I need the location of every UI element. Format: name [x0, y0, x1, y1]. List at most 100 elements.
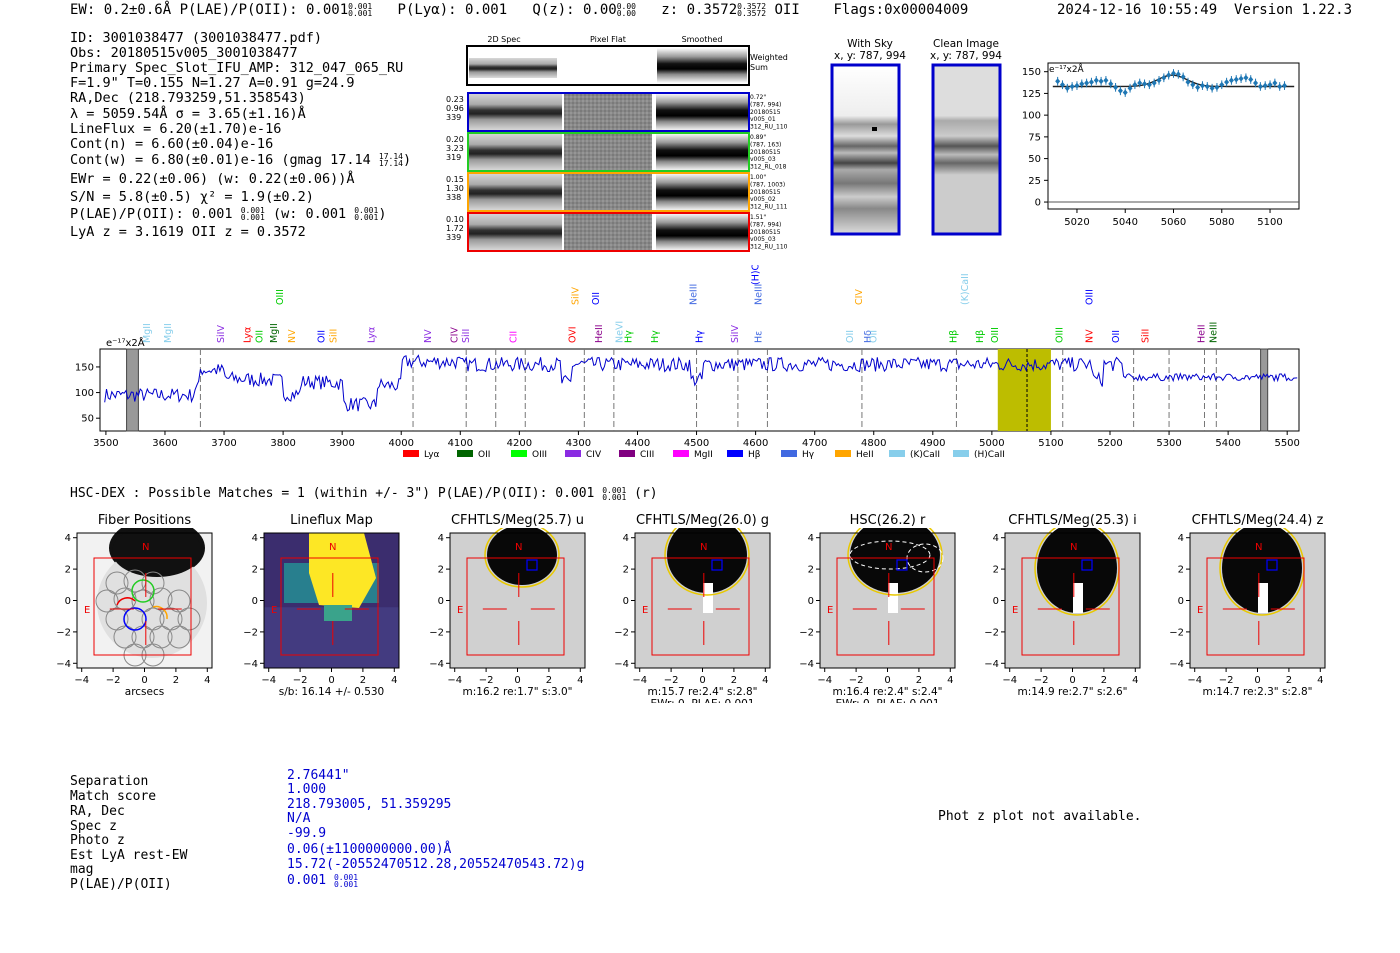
zoom-point	[1064, 85, 1070, 92]
info-contw: Cont(w) = 6.80(±0.01)e-16 (gmag 17.14 17…	[70, 152, 412, 168]
cutout-row-left-label: 339	[446, 113, 461, 122]
panel-y-tick: −4	[1169, 659, 1184, 670]
panel-title: HSC(26.2) r	[849, 513, 926, 528]
cutout-row-right-label: 312_RU_110	[750, 244, 788, 251]
spectrum-x-tick: 4200	[507, 438, 532, 449]
panel-x-tick: −2	[664, 675, 679, 686]
north-label: N	[329, 542, 336, 553]
spectrum-line-label: SiIV	[216, 325, 227, 343]
detail-label: P(LAE)/P(OII)	[70, 877, 172, 892]
cutout-row-right-label: v005_02	[750, 196, 776, 203]
spectrum-x-tick: 5000	[979, 438, 1004, 449]
zoom-y-tick: 25	[1028, 176, 1041, 187]
detail-label: Separation	[70, 774, 149, 789]
cutout-row-left-label: 319	[446, 153, 461, 162]
detail-value: 15.72(-20552470512.28,20552470543.72)g	[287, 857, 585, 872]
east-label: E	[457, 605, 463, 616]
spectrum-y-tick: 150	[75, 362, 94, 373]
panel-y-tick: 4	[252, 533, 258, 544]
spectrum-line-label: OII	[591, 292, 602, 305]
cutout-row-right-label: 312_RL_018	[750, 164, 787, 171]
zoom-point	[1088, 79, 1094, 86]
zoom-point	[1146, 81, 1152, 88]
panel-y-tick: 4	[623, 533, 629, 544]
spectrum-line-label: Hδ	[863, 330, 874, 343]
panel-x-tick: 4	[1132, 675, 1138, 686]
spectrum-line-label: CIV	[854, 289, 865, 305]
legend-label: CIV	[586, 450, 602, 460]
spectrum-line-label: OII	[845, 330, 856, 343]
spectrum-line-label: HeII	[594, 324, 605, 343]
spectrum-line-label: CII	[508, 331, 519, 343]
spectrum-highlight-band	[997, 349, 1051, 431]
panel-subtitle: m:16.2 re:1.7" s:3.0"	[463, 686, 573, 698]
panel-x-tick: 2	[1286, 675, 1292, 686]
panel-y-tick: 4	[993, 533, 999, 544]
cutout-col-title: Pixel Flat	[590, 35, 626, 44]
panel-y-tick: 0	[438, 596, 444, 607]
panel-x-tick: −2	[849, 675, 864, 686]
detail-value: -99.9	[287, 826, 327, 841]
panel-y-tick: 0	[808, 596, 814, 607]
zoom-point	[1127, 85, 1133, 92]
spectrum-line-label: MgII	[142, 323, 153, 343]
panel-title: CFHTLS/Meg(25.7) u	[450, 513, 585, 528]
zoom-point	[1132, 81, 1138, 88]
detail-value: 0.001 0.001 0.001	[287, 872, 359, 889]
zoom-point	[1180, 73, 1186, 80]
header-timestamp: 2024-12-16 10:55:49 Version 1.22.3	[1057, 2, 1353, 18]
spectrum-line-label: OII	[1111, 330, 1122, 343]
zoom-x-tick: 5020	[1064, 217, 1089, 228]
spectrum-line-label: OIII	[275, 289, 286, 305]
panel-y-tick: −4	[614, 659, 629, 670]
detail-value: 0.06(±1100000000.00)Å	[287, 842, 452, 857]
spectrum-x-tick: 4100	[448, 438, 473, 449]
panel-x-tick: −4	[261, 675, 276, 686]
cutout-row-right-label: v005_03	[750, 236, 776, 243]
zoom-point	[1137, 79, 1143, 86]
with-sky-image	[830, 63, 901, 236]
spectrum-line-label: Hε	[754, 331, 765, 343]
panel-y-tick: 0	[65, 596, 71, 607]
spectrum-line-label: OVI	[567, 326, 578, 343]
panel-y-tick: 2	[1178, 565, 1184, 576]
panel-title: CFHTLS/Meg(25.3) i	[1008, 513, 1137, 528]
zoom-point	[1171, 70, 1176, 77]
header-ew-line: EW: 0.2±0.6Å P(LAE)/P(OII): 0.001 0.001 0.…	[70, 2, 969, 18]
cutout-col-title: 2D Spec	[487, 35, 520, 44]
cutout-row-frame	[467, 212, 750, 252]
info-contn: Cont(n) = 6.60(±0.04)e-16	[70, 136, 274, 152]
zoom-x-tick: 5080	[1209, 217, 1234, 228]
detail-label: Est LyA rest-EW	[70, 848, 188, 863]
spectrum-series-line	[104, 354, 1298, 412]
cutout-row-right-label: 1.51"	[750, 214, 766, 221]
zoom-point	[1069, 83, 1075, 90]
image-panel: N E −4−4 −2 −2 0 0 2 2 4 4 m:14.7 re:2.3" s:2.8"	[1169, 528, 1326, 698]
panel-x-tick: −2	[1034, 675, 1049, 686]
zoom-point	[1055, 78, 1061, 85]
panel-y-tick: 2	[623, 565, 629, 576]
info-plae: P(LAE)/P(OII): 0.001 0.001 0.001 (w: 0.00…	[70, 206, 387, 222]
panel-x-tick: −2	[479, 675, 494, 686]
spectrum-x-tick: 3600	[152, 438, 177, 449]
weighted-sum-label-2: Sum	[750, 63, 768, 72]
cutout-row-left-label: 1.30	[446, 184, 464, 193]
panel-y-tick: 4	[1178, 533, 1184, 544]
panel-x-tick: 4	[204, 675, 210, 686]
spectrum-gap	[1260, 348, 1269, 432]
zoom-point	[1185, 79, 1191, 86]
zoom-point	[1117, 87, 1123, 94]
spectrum-line-label: Hγ	[650, 330, 661, 343]
detail-label: RA, Dec	[70, 804, 125, 819]
east-label: E	[827, 605, 833, 616]
image-panel: N E −4−4 −2 −2 0 0 2 2 4 4 m:16.4 re:2.4" s:2.4"EWr…	[799, 528, 956, 703]
spectrum-x-tick: 3500	[93, 438, 118, 449]
zoom-point	[1156, 77, 1162, 84]
spectrum-line-label: SiII	[328, 329, 339, 343]
panel-subtitle-2: EWr: 0, PLAE: 0.001	[835, 698, 939, 703]
spectrum-line-label: OII	[869, 330, 880, 343]
cutout-row-right-label: 20180515	[750, 189, 781, 196]
image-panel: N E −4−4 −2 −2 0 0 2 2 4 4 m:15.7 re:2.4" s:2.8"EWr…	[614, 528, 771, 703]
